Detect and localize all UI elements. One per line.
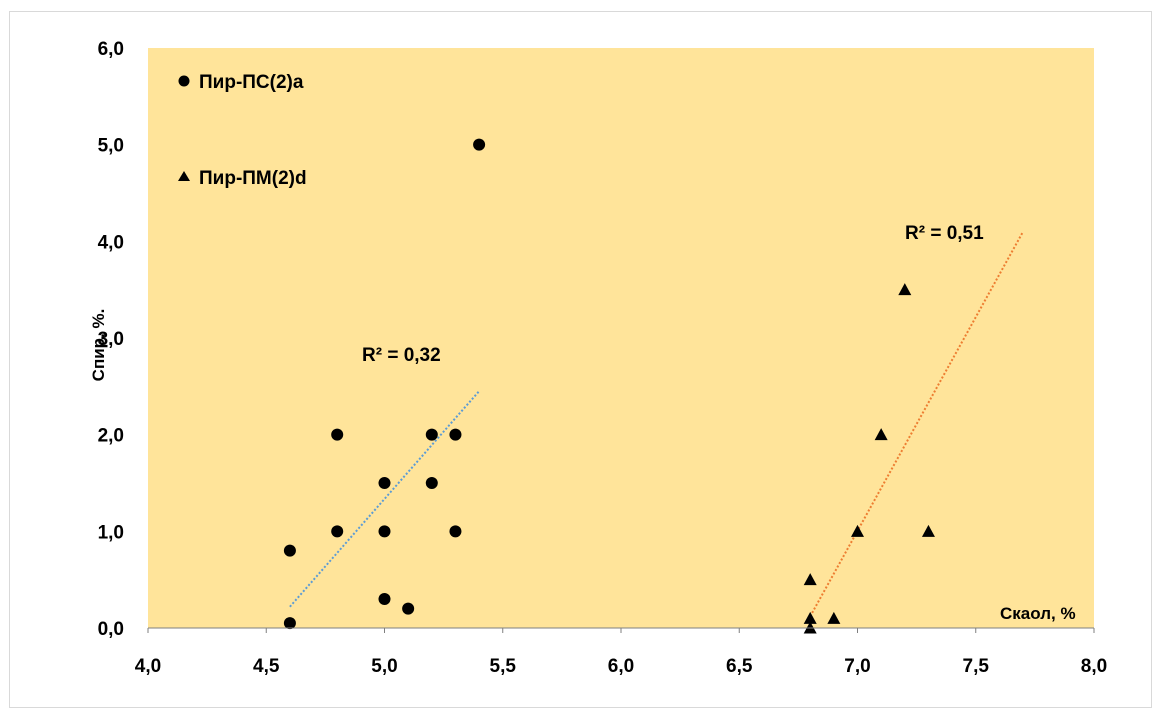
data-point-series-2	[827, 611, 841, 624]
x-tick-label: 4,5	[253, 656, 280, 677]
data-point-series-2	[921, 524, 935, 537]
data-point-series-2	[851, 524, 864, 537]
y-tick-label: 4,0	[98, 232, 124, 253]
data-point-series-1	[378, 593, 391, 605]
data-point-series-1	[425, 428, 438, 441]
data-point-series-1	[378, 525, 391, 538]
data-point-series-2	[898, 283, 912, 296]
y-tick-label: 5,0	[98, 136, 124, 157]
data-point-series-1	[331, 428, 344, 441]
x-tick-label: 7,0	[844, 656, 870, 677]
data-point-series-1	[473, 138, 486, 151]
legend-label-series-2: Пир-ПМ(2)d	[199, 168, 307, 189]
data-point-series-1	[425, 477, 438, 489]
data-point-series-1	[402, 602, 415, 615]
y-axis: 0,0 1,0 2,0 3,0 4,0 5,0 6,0	[98, 39, 124, 640]
legend-label-series-1: Пир-ПС(2)а	[199, 72, 304, 93]
trendline-label-series-2: R² = 0,51	[905, 223, 984, 244]
data-point-series-1	[283, 544, 296, 557]
y-tick-label: 2,0	[98, 426, 124, 447]
legend: Пир-ПС(2)а Пир-ПМ(2)d	[178, 72, 307, 189]
data-point-series-2	[803, 573, 817, 586]
x-tick-label: 5,0	[371, 656, 397, 677]
x-tick-label: 4,0	[135, 656, 161, 677]
y-tick-label: 0,0	[98, 619, 124, 640]
x-axis: 4,0 4,5 5,0 5,5 6,0 6,5 7,0 7,5 8,0	[135, 627, 1107, 677]
data-point-series-1	[331, 525, 344, 538]
x-tick-label: 6,5	[726, 656, 753, 677]
data-point-series-1	[378, 477, 391, 489]
data-point-series-1	[449, 525, 462, 538]
x-tick-label: 5,5	[490, 656, 517, 677]
y-tick-label: 1,0	[98, 522, 124, 543]
plot-area	[148, 48, 1094, 628]
legend-marker-series-1	[178, 75, 190, 87]
trendlines	[289, 231, 1024, 617]
data-point-series-2	[874, 428, 888, 441]
data-point-series-1	[449, 428, 462, 441]
legend-marker-series-2	[178, 171, 190, 181]
x-tick-label: 6,0	[608, 656, 634, 677]
y-tick-label: 3,0	[98, 329, 124, 350]
x-axis-title: Скаол, %	[1000, 604, 1076, 623]
x-tick-label: 7,5	[963, 656, 990, 677]
data-points	[283, 138, 935, 634]
data-point-series-2	[803, 611, 817, 624]
data-point-series-1	[283, 617, 296, 630]
x-tick-label: 8,0	[1081, 656, 1107, 677]
y-tick-label: 6,0	[98, 39, 124, 60]
y-axis-title: Спир, %.	[89, 309, 108, 382]
trendline-label-series-1: R² = 0,32	[362, 345, 441, 366]
trendline-series-2	[809, 231, 1024, 617]
